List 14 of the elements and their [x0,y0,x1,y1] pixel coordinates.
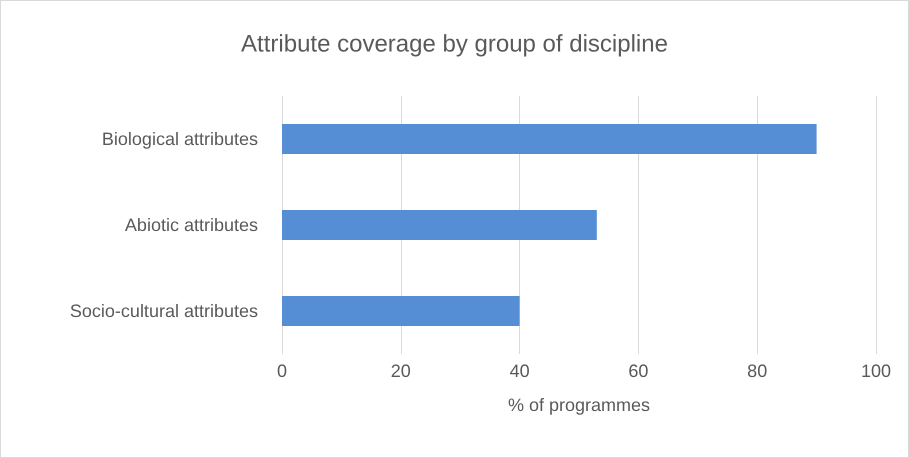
x-tick-label: 0 [276,361,288,381]
x-tick-label: 20 [390,361,411,381]
bar [282,210,597,240]
chart-title: Attribute coverage by group of discipline [241,30,668,58]
y-tick-label: Biological attributes [102,129,258,149]
x-tick-label: 80 [747,361,768,381]
x-tick-label: 60 [628,361,648,381]
bar [282,124,817,154]
x-axis-title: % of programmes [508,395,650,415]
y-tick-label: Socio-cultural attributes [70,301,258,321]
bar [282,296,520,326]
x-tick-label: 40 [510,361,530,381]
y-tick-label: Abiotic attributes [124,215,258,235]
x-tick-label: 100 [860,361,892,381]
